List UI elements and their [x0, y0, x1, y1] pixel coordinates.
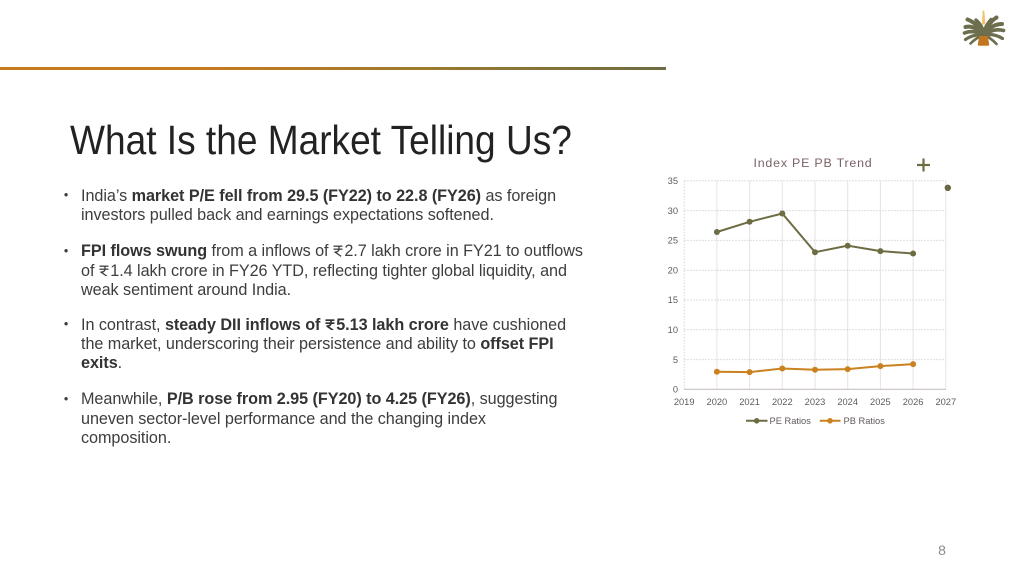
svg-text:10: 10 [668, 325, 678, 335]
svg-text:2024: 2024 [837, 397, 858, 407]
svg-text:25: 25 [668, 236, 678, 246]
svg-text:0: 0 [673, 385, 678, 395]
svg-text:2021: 2021 [739, 397, 760, 407]
svg-text:15: 15 [668, 295, 678, 305]
svg-text:2025: 2025 [870, 397, 891, 407]
svg-text:20: 20 [668, 265, 678, 275]
svg-text:PB Ratios: PB Ratios [844, 416, 886, 426]
svg-text:2023: 2023 [805, 397, 826, 407]
svg-text:Index PE PB Trend: Index PE PB Trend [754, 156, 873, 170]
svg-text:35: 35 [668, 176, 678, 186]
svg-text:30: 30 [668, 206, 678, 216]
svg-text:2026: 2026 [903, 397, 924, 407]
svg-text:2020: 2020 [707, 397, 728, 407]
svg-text:PE Ratios: PE Ratios [770, 416, 812, 426]
svg-text:2019: 2019 [674, 397, 695, 407]
svg-text:2022: 2022 [772, 397, 793, 407]
svg-text:5: 5 [673, 355, 678, 365]
svg-text:2027: 2027 [935, 397, 956, 407]
